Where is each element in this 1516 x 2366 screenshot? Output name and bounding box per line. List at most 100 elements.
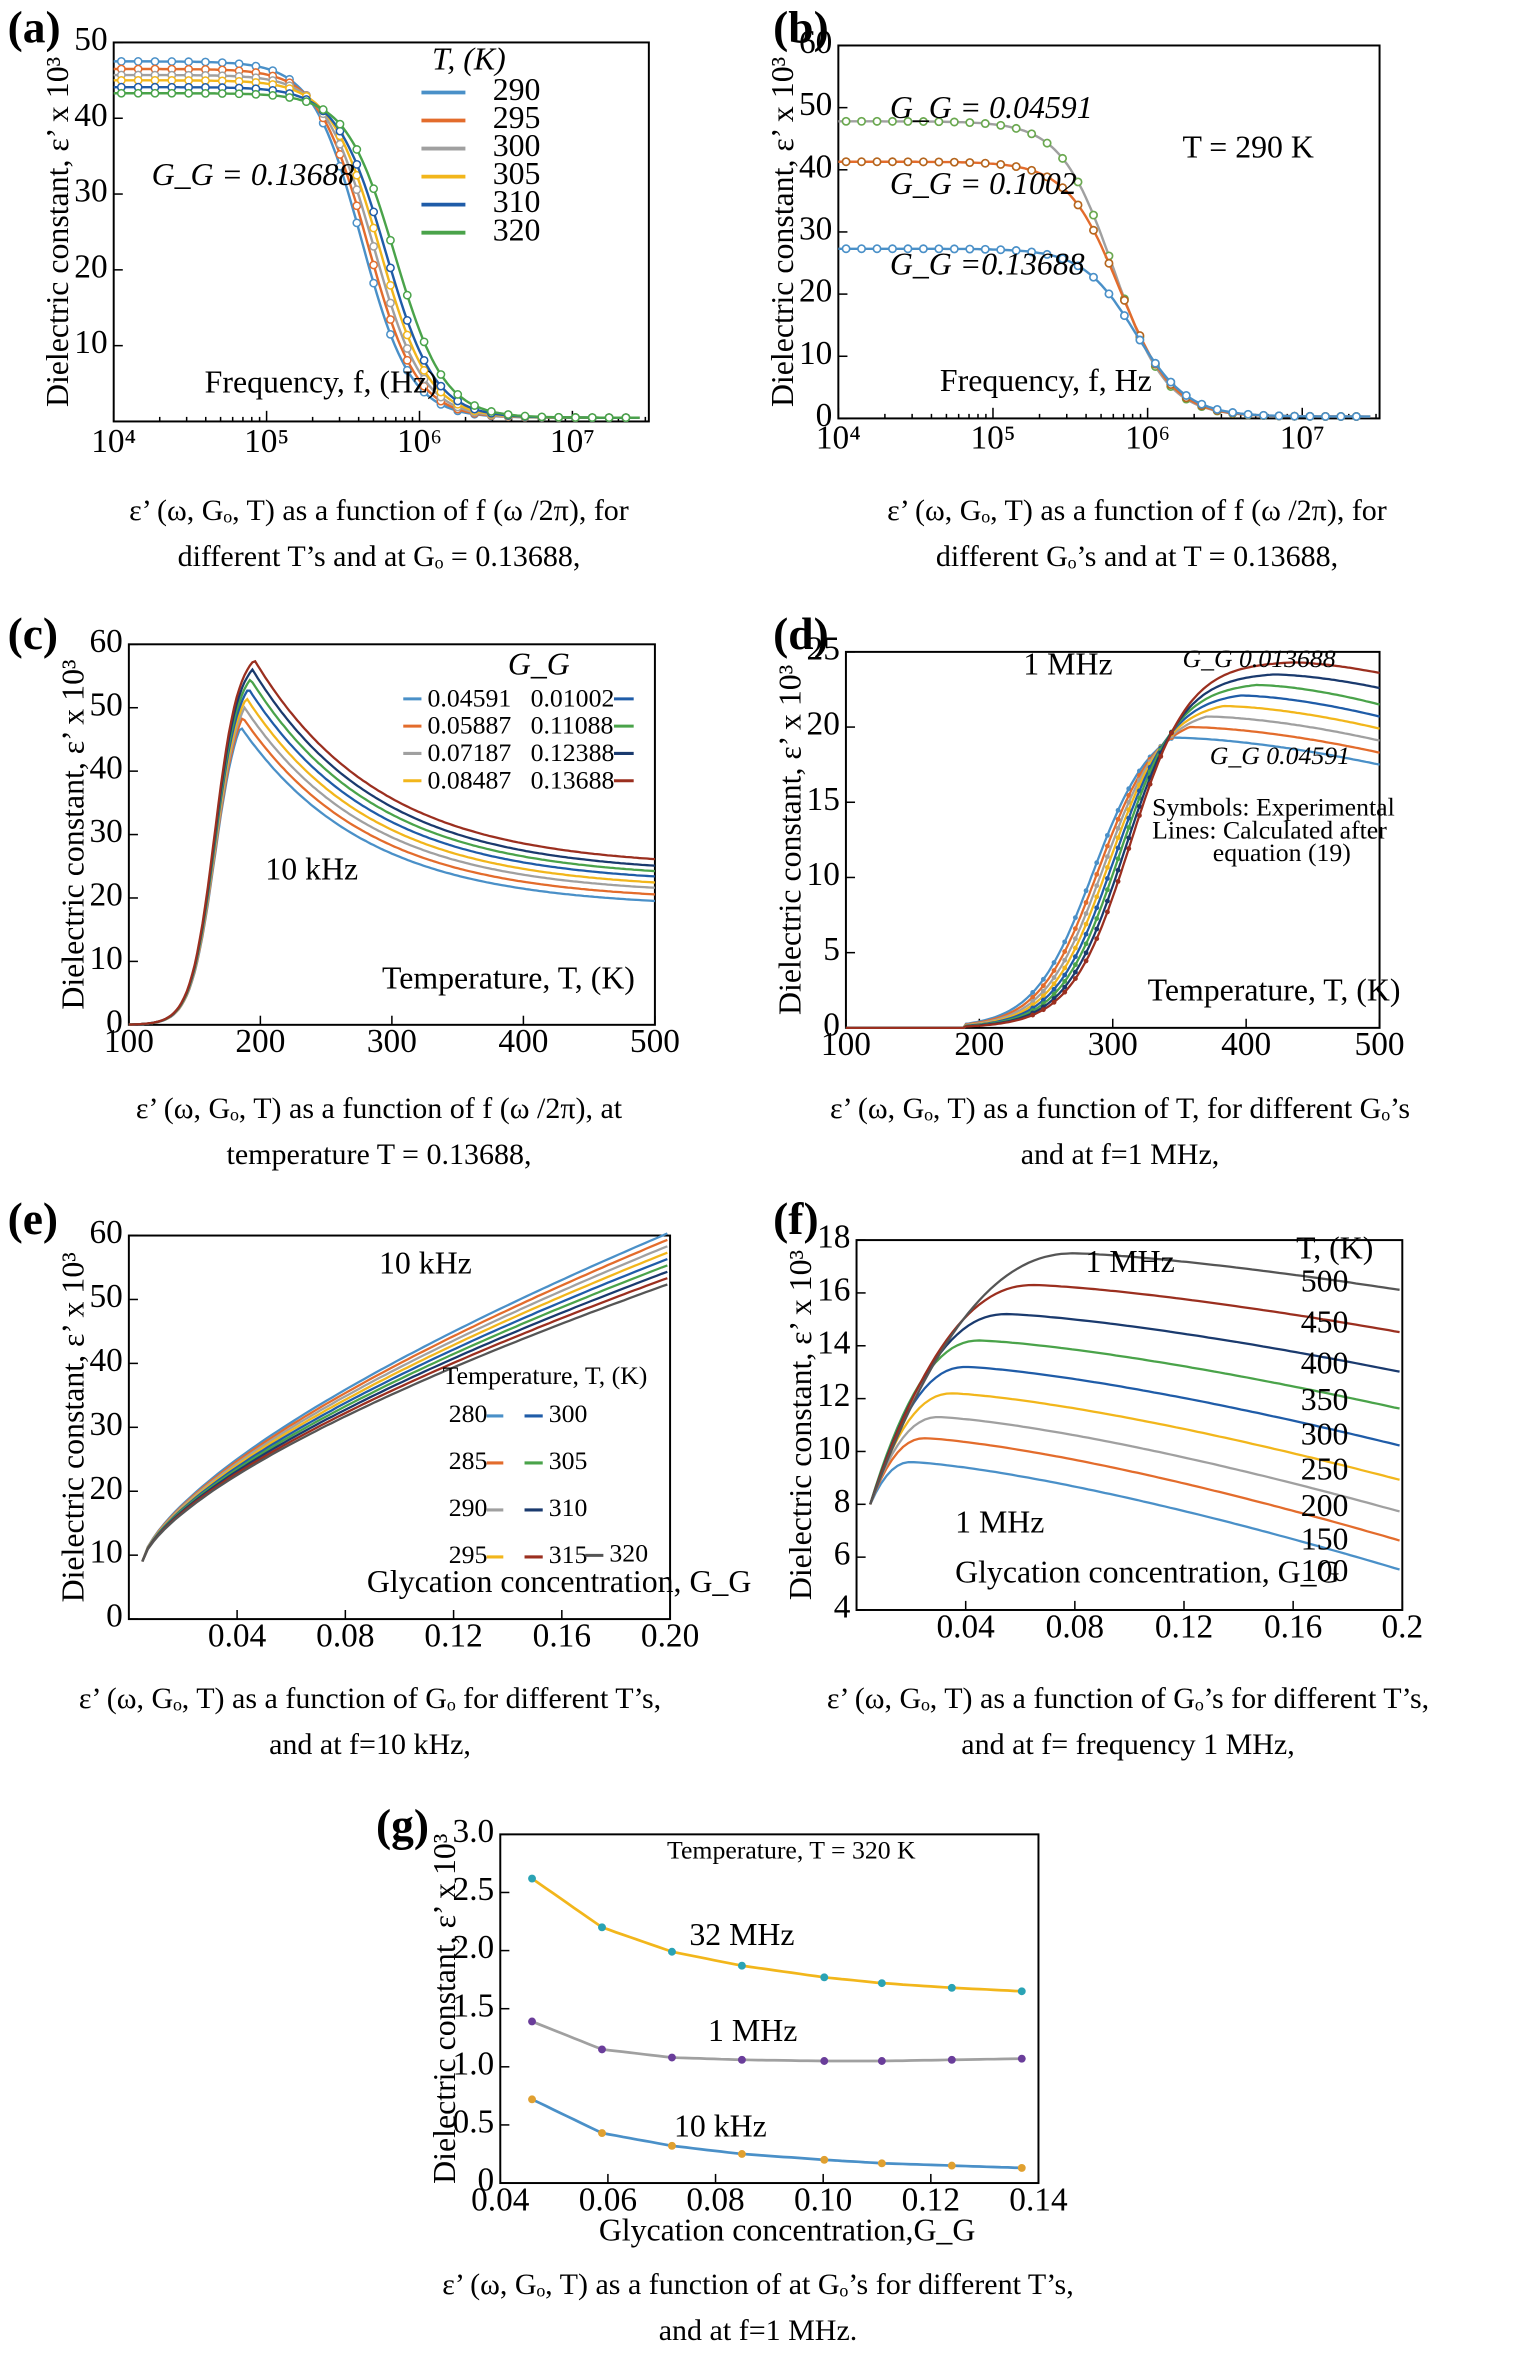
note-d: Lines: Calculated after bbox=[1152, 815, 1387, 844]
chart-g: (g)Dielectric constant, ε’ x 10³ 0 0.5 1.0 1… bbox=[376, 1799, 1068, 2247]
y-tick-label-a: 40 bbox=[74, 97, 107, 134]
y-tick-label-b: 30 bbox=[799, 211, 832, 248]
legend-label-e: 320 bbox=[609, 1538, 648, 1567]
series-label-b: G_G =0.13688 bbox=[890, 246, 1085, 281]
data-point-b bbox=[857, 244, 867, 254]
caption-b-line1: ε’ (ω, Gₒ, T) as a function of f (ω /2π)… bbox=[887, 494, 1387, 527]
data-point-b bbox=[903, 157, 913, 167]
data-point-a bbox=[386, 315, 395, 324]
caption-d-line1: ε’ (ω, Gₒ, T) as a function of T, for di… bbox=[829, 1092, 1411, 1125]
data-point-d bbox=[1104, 864, 1110, 870]
data-point-b bbox=[1042, 138, 1052, 148]
data-point-a bbox=[369, 278, 379, 288]
data-point-d bbox=[1126, 815, 1132, 821]
legend-label-f: 500 bbox=[1301, 1264, 1349, 1299]
data-point-a bbox=[133, 57, 143, 66]
caption-g: ε’ (ω, Gₒ, T) as a function of at Gₒ’s f… bbox=[258, 2262, 1258, 2354]
data-point-d bbox=[1062, 965, 1068, 971]
data-point-a bbox=[386, 235, 395, 245]
x-tick-label-g: 0.10 bbox=[794, 2181, 852, 2218]
caption-g-line2: and at f=1 MHz. bbox=[658, 2314, 858, 2347]
caption-c-line2: temperature T = 0.13688, bbox=[226, 1138, 532, 1171]
series-label-g: 32 MHz bbox=[689, 1917, 794, 1952]
y-axis-title-a: Dielectric constant, ε’ x 10³ bbox=[40, 57, 75, 407]
x-tick-label-f: 0.16 bbox=[1264, 1608, 1322, 1645]
x-tick-label-a: 10⁵ bbox=[244, 423, 289, 460]
data-point-d bbox=[1062, 972, 1068, 978]
data-point-b bbox=[1058, 183, 1068, 193]
y-tick-label-c: 10 bbox=[89, 940, 122, 977]
data-point-d bbox=[1126, 835, 1132, 841]
y-tick-label-a: 20 bbox=[74, 248, 107, 285]
y-axis-title-g: Dielectric constant, ε’ x 10³ bbox=[427, 1834, 462, 2184]
data-point-g bbox=[820, 1973, 829, 1982]
x-tick-label-c: 100 bbox=[104, 1023, 154, 1060]
data-point-d bbox=[1094, 926, 1100, 932]
legend-label-c: 0.13688 bbox=[531, 765, 615, 794]
data-point-a bbox=[419, 374, 429, 384]
y-tick-label-e: 0 bbox=[106, 1598, 123, 1635]
legend-title-e: Temperature, T, (K) bbox=[443, 1361, 648, 1390]
data-point-d bbox=[1126, 793, 1132, 798]
x-axis-title-f: Glycation concentration, G_G bbox=[955, 1555, 1339, 1590]
data-point-a bbox=[402, 365, 412, 375]
data-point-d bbox=[1169, 730, 1174, 736]
plot-frame-f bbox=[855, 1239, 1404, 1611]
legend-label-f: 400 bbox=[1301, 1345, 1349, 1380]
legend-label-e: 280 bbox=[449, 1399, 488, 1428]
data-point-d bbox=[1104, 898, 1110, 904]
legend-label-a: 320 bbox=[493, 212, 541, 247]
data-point-a bbox=[217, 89, 227, 98]
data-point-d bbox=[1126, 799, 1132, 805]
data-point-b bbox=[1058, 153, 1068, 163]
data-point-a bbox=[352, 218, 362, 228]
data-point-d bbox=[1062, 949, 1068, 954]
y-tick-label-a: 10 bbox=[74, 324, 107, 361]
data-point-d bbox=[1083, 921, 1089, 927]
y-tick-label-c: 30 bbox=[89, 813, 122, 850]
data-point-a bbox=[402, 355, 412, 365]
data-point-b bbox=[1119, 311, 1129, 321]
data-point-a bbox=[184, 57, 194, 67]
data-point-a bbox=[386, 330, 395, 339]
y-tick-label-c: 0 bbox=[106, 1003, 123, 1040]
data-point-d bbox=[1115, 816, 1121, 822]
data-point-b bbox=[1058, 254, 1068, 264]
data-point-b bbox=[887, 157, 897, 167]
y-tick-label-d: 20 bbox=[807, 706, 840, 743]
legend-label-e: 315 bbox=[549, 1540, 588, 1569]
data-point-a bbox=[369, 223, 379, 233]
series-line-g bbox=[531, 1877, 1022, 1993]
data-point-d bbox=[1083, 941, 1089, 947]
y-tick-label-c: 60 bbox=[89, 623, 122, 660]
data-point-a bbox=[301, 97, 311, 107]
data-point-d bbox=[1115, 867, 1121, 873]
data-point-b bbox=[1089, 272, 1098, 282]
data-point-d bbox=[1051, 975, 1057, 980]
x-axis-title-a: Frequency, f, (Hz) bbox=[205, 365, 438, 400]
data-point-d bbox=[1030, 990, 1036, 995]
y-tick-label-f: 6 bbox=[834, 1536, 851, 1573]
data-point-d bbox=[1115, 856, 1121, 862]
caption-a-line2: different T’s and at Gₒ = 0.13688, bbox=[177, 540, 581, 573]
legend-label-f: 250 bbox=[1301, 1452, 1349, 1487]
data-point-g bbox=[947, 1983, 956, 1992]
x-tick-label-b: 10⁷ bbox=[1280, 420, 1325, 457]
legend-title-f: T, (K) bbox=[1296, 1230, 1373, 1265]
data-point-d bbox=[1051, 991, 1057, 997]
data-point-b bbox=[1166, 377, 1176, 387]
y-tick-label-d: 15 bbox=[807, 781, 840, 818]
data-point-d bbox=[1062, 989, 1068, 995]
data-point-g bbox=[737, 2150, 746, 2158]
data-point-d bbox=[1072, 915, 1078, 921]
series-line-e-305 bbox=[141, 1264, 668, 1562]
x-tick-label-a: 10⁶ bbox=[397, 423, 442, 460]
data-point-b bbox=[841, 116, 851, 126]
y-tick-label-c: 40 bbox=[89, 750, 122, 787]
data-point-d bbox=[1083, 900, 1089, 905]
data-point-d bbox=[1072, 926, 1078, 932]
data-point-g bbox=[598, 2045, 606, 2054]
data-point-b bbox=[934, 117, 944, 127]
data-point-a bbox=[436, 370, 446, 379]
series-line-e-300 bbox=[141, 1257, 668, 1562]
